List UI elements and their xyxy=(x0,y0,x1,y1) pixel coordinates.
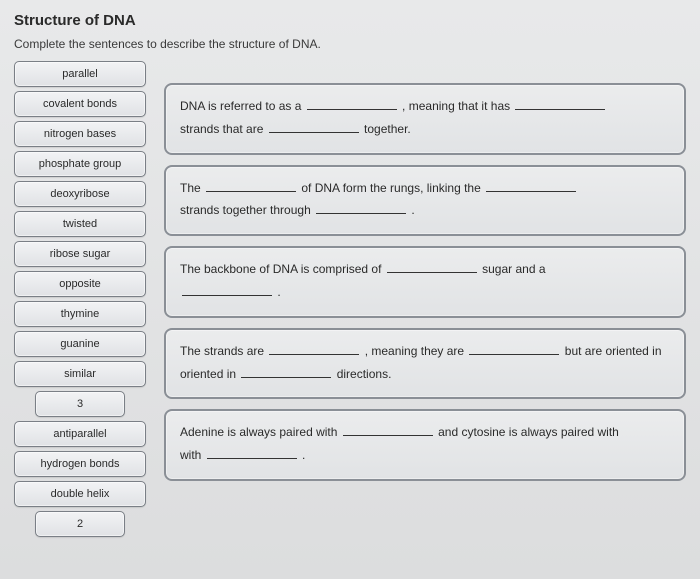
blank-drop[interactable] xyxy=(269,343,359,355)
word-bank-item[interactable]: similar xyxy=(14,361,146,387)
blank-drop[interactable] xyxy=(269,121,359,133)
content-row: parallel covalent bonds nitrogen bases phos… xyxy=(14,61,686,537)
word-bank-item[interactable]: 2 xyxy=(35,511,125,537)
worksheet-page: Structure of DNA Complete the sentences … xyxy=(0,0,700,579)
text: The strands are xyxy=(180,344,267,358)
word-bank: parallel covalent bonds nitrogen bases phos… xyxy=(14,61,146,537)
word-bank-item[interactable]: parallel xyxy=(14,61,146,87)
page-title: Structure of DNA xyxy=(14,12,686,29)
text: strands that are xyxy=(180,122,267,136)
sentence-box-5[interactable]: Adenine is always paired with and cytosi… xyxy=(164,409,686,481)
sentence-box-4[interactable]: The strands are , meaning they are but a… xyxy=(164,328,686,400)
text: , meaning that it has xyxy=(399,99,514,113)
text: oriented in xyxy=(180,367,239,381)
text: . xyxy=(274,285,281,299)
text: The backbone of DNA is comprised of xyxy=(180,262,385,276)
word-bank-item[interactable]: opposite xyxy=(14,271,146,297)
word-bank-item[interactable]: hydrogen bonds xyxy=(14,451,146,477)
text: of DNA form the rungs, linking the xyxy=(298,181,484,195)
word-bank-item[interactable]: twisted xyxy=(14,211,146,237)
blank-drop[interactable] xyxy=(515,98,605,110)
text: directions. xyxy=(333,367,391,381)
text: sugar and a xyxy=(479,262,546,276)
text: with xyxy=(180,448,205,462)
blank-drop[interactable] xyxy=(182,284,272,296)
blank-drop[interactable] xyxy=(206,180,296,192)
word-bank-item[interactable]: thymine xyxy=(14,301,146,327)
blank-drop[interactable] xyxy=(387,261,477,273)
word-bank-item[interactable]: guanine xyxy=(14,331,146,357)
text: . xyxy=(299,448,306,462)
word-bank-item[interactable]: deoxyribose xyxy=(14,181,146,207)
text: but are oriented in xyxy=(561,344,661,358)
text: together. xyxy=(361,122,411,136)
word-bank-item[interactable]: double helix xyxy=(14,481,146,507)
text: The xyxy=(180,181,204,195)
text: Adenine is always paired with xyxy=(180,425,341,439)
sentence-box-2[interactable]: The of DNA form the rungs, linking the s… xyxy=(164,165,686,237)
text: , meaning they are xyxy=(361,344,467,358)
sentence-box-1[interactable]: DNA is referred to as a , meaning that i… xyxy=(164,83,686,155)
word-bank-item[interactable]: antiparallel xyxy=(14,421,146,447)
instruction-text: Complete the sentences to describe the s… xyxy=(14,37,686,51)
blank-drop[interactable] xyxy=(486,180,576,192)
word-bank-item[interactable]: covalent bonds xyxy=(14,91,146,117)
text: strands together through xyxy=(180,203,314,217)
blank-drop[interactable] xyxy=(307,98,397,110)
word-bank-item[interactable]: nitrogen bases xyxy=(14,121,146,147)
word-bank-item[interactable]: phosphate group xyxy=(14,151,146,177)
text: and cytosine is always paired with xyxy=(435,425,619,439)
blank-drop[interactable] xyxy=(207,447,297,459)
blank-drop[interactable] xyxy=(343,424,433,436)
sentence-box-3[interactable]: The backbone of DNA is comprised of suga… xyxy=(164,246,686,318)
sentence-list: DNA is referred to as a , meaning that i… xyxy=(164,61,686,537)
word-bank-item[interactable]: 3 xyxy=(35,391,125,417)
blank-drop[interactable] xyxy=(316,202,406,214)
blank-drop[interactable] xyxy=(241,366,331,378)
text: DNA is referred to as a xyxy=(180,99,305,113)
text: . xyxy=(408,203,415,217)
word-bank-item[interactable]: ribose sugar xyxy=(14,241,146,267)
blank-drop[interactable] xyxy=(469,343,559,355)
